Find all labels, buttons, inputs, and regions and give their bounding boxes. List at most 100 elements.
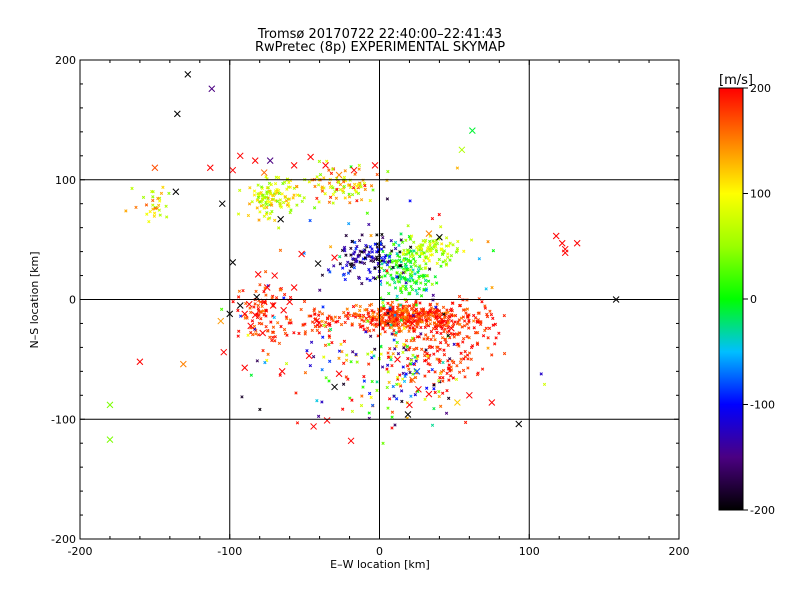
data-point <box>331 167 335 171</box>
data-point-large <box>259 329 267 337</box>
data-point <box>412 249 416 253</box>
data-point <box>282 327 287 332</box>
data-point <box>439 404 443 408</box>
data-point <box>437 394 441 399</box>
data-point <box>375 257 380 262</box>
data-point <box>352 263 356 267</box>
data-point <box>261 203 266 207</box>
data-point <box>394 331 398 335</box>
data-point <box>394 263 398 267</box>
data-point <box>423 325 427 330</box>
data-point <box>342 184 346 189</box>
data-point <box>337 356 341 360</box>
data-point-large <box>220 348 228 356</box>
data-point-large <box>350 166 358 174</box>
data-point <box>398 250 402 254</box>
data-point <box>429 249 433 253</box>
data-point <box>398 286 403 290</box>
data-point <box>408 346 412 350</box>
data-point <box>411 362 416 366</box>
data-point <box>354 190 359 194</box>
data-point <box>263 360 267 365</box>
data-point <box>273 181 278 186</box>
data-point <box>352 266 357 270</box>
data-point <box>277 191 282 196</box>
data-point <box>284 361 289 366</box>
data-point <box>432 352 436 356</box>
data-point <box>256 195 261 199</box>
data-point <box>455 364 459 368</box>
data-point <box>408 245 413 249</box>
data-point <box>277 341 282 346</box>
data-point <box>382 306 387 311</box>
data-point <box>436 379 441 383</box>
data-point <box>353 260 358 264</box>
data-point <box>292 193 296 197</box>
data-point <box>439 331 443 336</box>
data-point <box>254 332 258 336</box>
data-point <box>344 233 348 238</box>
data-point <box>438 371 443 376</box>
data-point <box>440 252 445 256</box>
data-point <box>161 185 165 189</box>
data-point <box>393 423 397 427</box>
data-point <box>287 197 292 201</box>
data-point <box>362 261 367 266</box>
data-point <box>413 272 417 276</box>
data-point <box>358 308 362 313</box>
data-point <box>486 336 490 340</box>
data-point <box>444 236 449 240</box>
data-point <box>465 307 470 311</box>
data-point <box>476 318 481 322</box>
data-point <box>461 308 466 312</box>
data-point <box>287 321 291 325</box>
data-point <box>397 329 401 334</box>
data-point <box>410 287 415 292</box>
data-point <box>351 304 356 309</box>
data-point <box>426 245 431 249</box>
data-point <box>424 282 428 286</box>
data-point <box>236 295 241 299</box>
data-point <box>466 366 470 370</box>
data-point <box>420 347 424 351</box>
data-point <box>295 421 300 425</box>
data-point <box>329 171 334 176</box>
data-point <box>414 303 419 307</box>
data-point <box>389 323 393 327</box>
data-point-large <box>179 360 187 368</box>
data-point <box>354 247 358 251</box>
data-point <box>441 376 445 380</box>
data-point <box>399 263 403 268</box>
data-point <box>258 283 262 287</box>
data-point <box>375 318 379 322</box>
colorbar-ticks: 200 100 0 -100 -200 <box>743 82 775 517</box>
data-point <box>428 353 432 357</box>
data-point <box>362 327 366 332</box>
data-point <box>407 234 412 239</box>
data-point <box>428 239 432 244</box>
data-point <box>164 204 168 208</box>
data-point <box>317 200 321 204</box>
data-point <box>331 192 336 197</box>
data-point <box>427 259 432 263</box>
data-point <box>237 289 242 293</box>
data-point <box>327 168 331 172</box>
data-point <box>282 180 287 184</box>
data-point <box>295 203 299 207</box>
data-point <box>324 376 328 380</box>
data-point <box>343 169 347 173</box>
data-point <box>408 237 412 241</box>
data-point <box>411 313 416 318</box>
data-point <box>449 307 454 311</box>
data-point <box>463 349 467 354</box>
data-point <box>445 388 449 393</box>
data-point <box>368 303 372 308</box>
data-point <box>390 325 394 330</box>
data-point <box>428 322 432 326</box>
data-point-large <box>415 385 422 393</box>
data-point <box>490 285 494 290</box>
data-point <box>427 369 431 374</box>
data-point <box>442 249 447 253</box>
data-point <box>491 323 495 327</box>
data-point <box>413 375 418 380</box>
